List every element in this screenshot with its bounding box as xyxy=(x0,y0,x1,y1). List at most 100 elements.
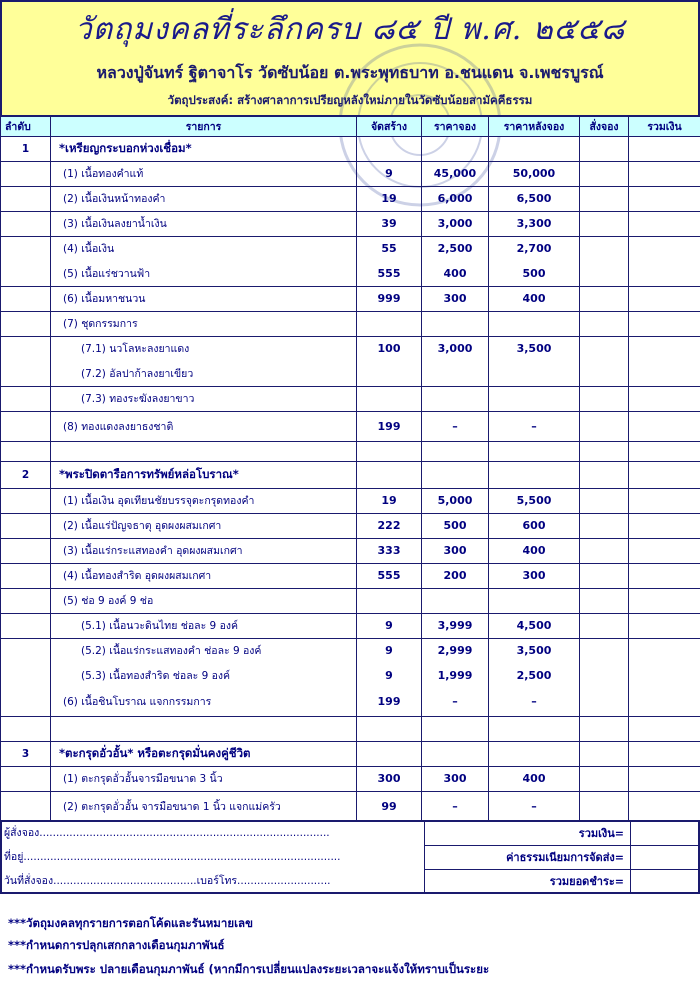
order-qty-cell[interactable] xyxy=(579,638,629,663)
line-total-cell[interactable] xyxy=(628,488,700,514)
pre-order-price: 1,999 xyxy=(421,663,489,688)
table-row: (1) เนื้อเงิน อุดเทียนชัยบรรจุตะกรุดทองค… xyxy=(0,488,700,514)
order-qty-cell[interactable] xyxy=(579,766,629,792)
line-total-cell[interactable] xyxy=(628,563,700,589)
item-number xyxy=(0,311,51,337)
item-label: (5) เนื้อแร่ชวานฟ้า xyxy=(50,261,357,287)
pre-order-price xyxy=(421,716,489,742)
quantity-made xyxy=(356,741,422,767)
order-qty-cell[interactable] xyxy=(579,236,629,261)
item-number xyxy=(0,588,51,614)
line-total-cell[interactable] xyxy=(628,588,700,614)
grand-total-value[interactable] xyxy=(630,870,700,894)
line-total-cell[interactable] xyxy=(628,286,700,312)
table-row: (2) เนื้อเงินหน้าทองคำ 19 6,000 6,500 xyxy=(0,186,700,212)
line-total-cell[interactable] xyxy=(628,663,700,688)
item-number xyxy=(0,488,51,514)
order-qty-cell[interactable] xyxy=(579,211,629,237)
line-total-cell[interactable] xyxy=(628,236,700,261)
item-label: (4) เนื้อเงิน xyxy=(50,236,357,261)
total-value[interactable] xyxy=(630,822,700,846)
quantity-made: 999 xyxy=(356,286,422,312)
line-total-cell[interactable] xyxy=(628,136,700,162)
line-total-cell[interactable] xyxy=(628,766,700,792)
post-order-price: 5,500 xyxy=(488,488,580,514)
quantity-made xyxy=(356,461,422,489)
note-3: ***กำหนดรับพระ ปลายเดือนกุมภาพันธ์ (หากม… xyxy=(8,962,490,976)
column-header: ลำดับ xyxy=(0,115,51,137)
order-qty-cell[interactable] xyxy=(579,461,629,489)
item-label: *เหรียญกระบอกห่วงเชื่อม* xyxy=(50,136,357,162)
order-qty-cell[interactable] xyxy=(579,688,629,717)
item-label xyxy=(50,441,357,462)
pre-order-price: 2,999 xyxy=(421,638,489,663)
line-total-cell[interactable] xyxy=(628,441,700,462)
order-qty-cell[interactable] xyxy=(579,741,629,767)
address-field[interactable]: ที่อยู่.................................… xyxy=(4,851,341,863)
order-qty-cell[interactable] xyxy=(579,136,629,162)
order-qty-cell[interactable] xyxy=(579,386,629,412)
item-number xyxy=(0,663,51,688)
line-total-cell[interactable] xyxy=(628,411,700,442)
line-total-cell[interactable] xyxy=(628,613,700,639)
table-row: (5.1) เนื้อนวะดินไทย ช่อละ 9 องค์ 9 3,999 4… xyxy=(0,613,700,639)
line-total-cell[interactable] xyxy=(628,513,700,539)
order-qty-cell[interactable] xyxy=(579,161,629,187)
line-total-cell[interactable] xyxy=(628,261,700,287)
line-total-cell[interactable] xyxy=(628,461,700,489)
orderer-field[interactable]: ผู้สั่งจอง..............................… xyxy=(4,827,330,839)
order-qty-cell[interactable] xyxy=(579,261,629,287)
line-total-cell[interactable] xyxy=(628,161,700,187)
line-total-cell[interactable] xyxy=(628,741,700,767)
quantity-made xyxy=(356,136,422,162)
item-number xyxy=(0,211,51,237)
item-number xyxy=(0,361,51,387)
order-qty-cell[interactable] xyxy=(579,613,629,639)
item-number xyxy=(0,336,51,361)
line-total-cell[interactable] xyxy=(628,186,700,212)
order-qty-cell[interactable] xyxy=(579,186,629,212)
form-header: วัตถุมงคลที่ระลึกครบ ๘๕ ปี พ.ศ. ๒๕๕๘ หลว… xyxy=(0,0,700,115)
order-qty-cell[interactable] xyxy=(579,791,629,822)
order-qty-cell[interactable] xyxy=(579,441,629,462)
order-qty-cell[interactable] xyxy=(579,286,629,312)
order-qty-cell[interactable] xyxy=(579,563,629,589)
order-qty-cell[interactable] xyxy=(579,663,629,688)
order-qty-cell[interactable] xyxy=(579,538,629,564)
line-total-cell[interactable] xyxy=(628,791,700,822)
pre-order-price: 3,000 xyxy=(421,336,489,361)
item-label: (5.2) เนื้อแร่กระแสทองคำ ช่อละ 9 องค์ xyxy=(50,638,357,663)
order-qty-cell[interactable] xyxy=(579,336,629,361)
pre-order-price: 300 xyxy=(421,286,489,312)
table-row: (2) เนื้อแร่ปัญจธาตุ อุดผงผสมเกศา 222 500 6… xyxy=(0,513,700,539)
line-total-cell[interactable] xyxy=(628,311,700,337)
line-total-cell[interactable] xyxy=(628,688,700,717)
order-qty-cell[interactable] xyxy=(579,411,629,442)
item-number xyxy=(0,563,51,589)
line-total-cell[interactable] xyxy=(628,716,700,742)
date-phone-field[interactable]: วันที่สั่งจอง...........................… xyxy=(4,875,331,887)
order-qty-cell[interactable] xyxy=(579,361,629,387)
order-qty-cell[interactable] xyxy=(579,588,629,614)
line-total-cell[interactable] xyxy=(628,386,700,412)
post-order-price: 600 xyxy=(488,513,580,539)
order-qty-cell[interactable] xyxy=(579,311,629,337)
post-order-price xyxy=(488,741,580,767)
line-total-cell[interactable] xyxy=(628,638,700,663)
quantity-made xyxy=(356,588,422,614)
table-row: (1) ตะกรุดอั่วอั้นจารมือขนาด 3 นิ้ว 300 30… xyxy=(0,766,700,792)
shipping-value[interactable] xyxy=(630,846,700,870)
line-total-cell[interactable] xyxy=(628,211,700,237)
line-total-cell[interactable] xyxy=(628,361,700,387)
grand-total-label: รวมยอดชำระ= xyxy=(424,870,630,894)
pre-order-price: 5,000 xyxy=(421,488,489,514)
order-qty-cell[interactable] xyxy=(579,716,629,742)
post-order-price: 3,500 xyxy=(488,336,580,361)
table-row: (6) เนื้อมหาชนวน 999 300 400 xyxy=(0,286,700,312)
table-row: (2) ตะกรุดอั่วอั้น จารมือขนาด 1 นิ้ว แจก… xyxy=(0,791,700,822)
post-order-price: 6,500 xyxy=(488,186,580,212)
line-total-cell[interactable] xyxy=(628,538,700,564)
order-qty-cell[interactable] xyxy=(579,513,629,539)
order-qty-cell[interactable] xyxy=(579,488,629,514)
line-total-cell[interactable] xyxy=(628,336,700,361)
